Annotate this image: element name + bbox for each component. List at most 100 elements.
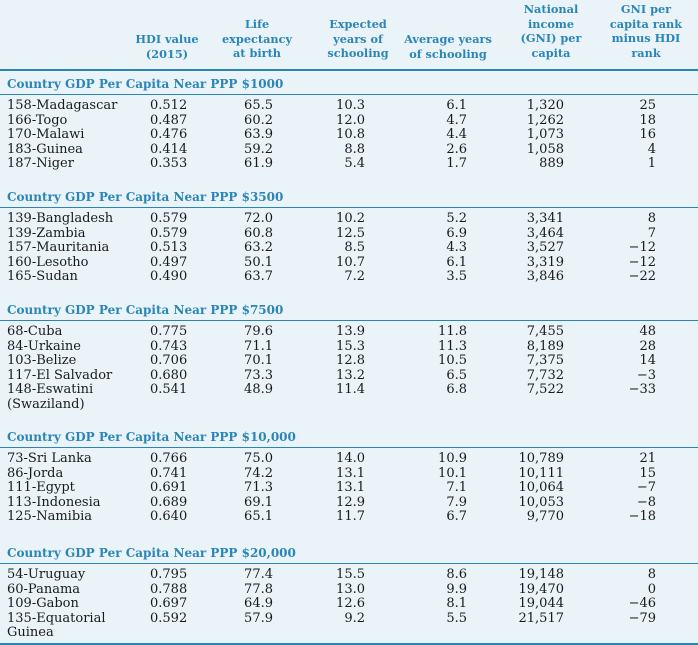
country-cell: 183-Guinea	[7, 141, 83, 157]
header-gni-rank-minus-hdi: GNI per capita rank minus HDI rank	[600, 2, 692, 60]
life-expectancy-cell: 50.1	[244, 254, 273, 270]
rank-difference-cell: 48	[639, 324, 656, 339]
section-title: Country GDP Per Capita Near PPP $3500	[7, 190, 284, 204]
country-cell: 166-Togo	[7, 112, 68, 128]
rank-difference-cell: 25	[639, 98, 656, 113]
gni-per-capita-cell: 3,319	[526, 254, 564, 270]
table-row: 166-Togo 0.487 60.2 12.0 4.7 1,262 18	[0, 112, 698, 129]
life-expectancy-cell: 71.1	[244, 338, 273, 354]
life-expectancy-cell: 61.9	[244, 156, 273, 171]
header-rank-line: rank	[631, 45, 661, 60]
average-schooling-cell: 8.6	[446, 567, 467, 582]
header-rank-line: GNI per	[620, 2, 672, 16]
table-row: 135-Equatorial 0.592 57.9 9.2 5.5 21,517 −79	[0, 610, 698, 627]
header-exp-line: years of	[333, 31, 383, 46]
header-hdi: HDI value (2015)	[122, 32, 212, 61]
hdi-value-cell: 0.512	[150, 98, 188, 113]
hdi-value-cell: 0.680	[150, 367, 188, 383]
rank-difference-cell: −22	[628, 269, 656, 284]
header-life-line: expectancy	[222, 31, 293, 46]
country-cell: 135-Equatorial	[7, 610, 106, 626]
life-expectancy-cell: 74.2	[244, 465, 273, 481]
hdi-value-cell: 0.691	[150, 480, 188, 495]
life-expectancy-cell: 69.1	[244, 494, 273, 510]
gni-per-capita-cell: 21,517	[518, 610, 565, 626]
life-expectancy-cell: 65.5	[244, 98, 273, 113]
rank-difference-cell: 28	[639, 338, 656, 354]
hdi-value-cell: 0.487	[150, 112, 188, 128]
average-schooling-cell: 6.1	[446, 98, 467, 113]
life-expectancy-cell: 63.9	[244, 127, 273, 142]
gni-per-capita-cell: 19,044	[518, 596, 565, 611]
table-row: 165-Sudan 0.490 63.7 7.2 3.5 3,846 −22	[0, 269, 698, 285]
gni-per-capita-cell: 1,058	[526, 141, 564, 157]
expected-schooling-cell: 7.2	[344, 269, 365, 284]
country-cell: 68-Cuba	[7, 324, 63, 339]
country-cell: 73-Sri Lanka	[7, 451, 92, 466]
section-title: Country GDP Per Capita Near PPP $20,000	[7, 546, 296, 560]
table-row: 60-Panama 0.788 77.8 13.0 9.9 19,470 0	[0, 581, 698, 598]
rank-difference-cell: −7	[636, 480, 656, 495]
rank-difference-cell: 15	[639, 465, 656, 481]
header-hdi-line: (2015)	[145, 46, 189, 61]
expected-schooling-cell: 10.8	[336, 127, 365, 142]
section-divider	[0, 320, 698, 322]
rank-difference-cell: −79	[628, 610, 656, 626]
life-expectancy-cell: 48.9	[244, 382, 273, 397]
table-row: 117-El Salvador 0.680 73.3 13.2 6.5 7,732 −3	[0, 367, 698, 384]
table-row: 111-Egypt 0.691 71.3 13.1 7.1 10,064 −7	[0, 480, 698, 496]
hdi-value-cell: 0.766	[150, 451, 188, 466]
rank-difference-cell: 18	[639, 112, 656, 128]
section-title: Country GDP Per Capita Near PPP $1000	[7, 77, 284, 91]
average-schooling-cell: 3.5	[446, 269, 467, 284]
country-cell: 113-Indonesia	[7, 494, 101, 510]
rank-difference-cell: 8	[647, 211, 656, 226]
table-row: 54-Uruguay 0.795 77.4 15.5 8.6 19,148 8	[0, 567, 698, 583]
country-cell: 109-Gabon	[7, 596, 79, 611]
rank-difference-cell: −12	[628, 240, 656, 255]
expected-schooling-cell: 13.1	[336, 480, 365, 495]
table-row: 187-Niger 0.353 61.9 5.4 1.7 889 1	[0, 156, 698, 172]
country-cell: 165-Sudan	[7, 269, 78, 284]
gni-per-capita-cell: 3,464	[526, 225, 564, 241]
country-cell: 84-Urkaine	[7, 338, 81, 354]
country-cell: 86-Jorda	[7, 465, 64, 481]
average-schooling-cell: 4.3	[446, 240, 467, 255]
gni-per-capita-cell: 7,732	[526, 367, 564, 383]
life-expectancy-cell: 59.2	[244, 141, 273, 157]
hdi-value-cell: 0.640	[150, 509, 188, 524]
rank-difference-cell: 7	[647, 225, 656, 241]
country-cell: 111-Egypt	[7, 480, 75, 495]
expected-schooling-cell: 12.0	[336, 112, 365, 128]
gni-per-capita-cell: 889	[539, 156, 564, 171]
hdi-value-cell: 0.414	[150, 141, 188, 157]
expected-schooling-cell: 13.2	[336, 367, 365, 383]
table-row: 109-Gabon 0.697 64.9 12.6 8.1 19,044 −46	[0, 596, 698, 612]
life-expectancy-cell: 63.7	[244, 269, 273, 284]
gni-per-capita-cell: 7,455	[526, 324, 564, 339]
life-expectancy-cell: 60.2	[244, 112, 273, 128]
life-expectancy-cell: 63.2	[244, 240, 273, 255]
rank-difference-cell: 1	[647, 156, 656, 171]
life-expectancy-cell: 57.9	[244, 610, 273, 626]
country-cell: 158-Madagascar	[7, 98, 118, 113]
table-row: 157-Mauritania 0.513 63.2 8.5 4.3 3,527 −12	[0, 240, 698, 256]
expected-schooling-cell: 12.6	[336, 596, 365, 611]
average-schooling-cell: 9.9	[446, 581, 467, 597]
header-exp-line: schooling	[327, 46, 389, 61]
header-average-schooling: Average years of schooling	[396, 32, 500, 61]
rank-difference-cell: −12	[628, 254, 656, 270]
header-avg-line: of schooling	[409, 46, 487, 61]
gni-per-capita-cell: 1,262	[526, 112, 564, 128]
average-schooling-cell: 6.9	[446, 225, 467, 241]
life-expectancy-cell: 60.8	[244, 225, 273, 241]
country-cell: 117-El Salvador	[7, 367, 113, 383]
rank-difference-cell: 4	[647, 141, 656, 157]
table-row: 68-Cuba 0.775 79.6 13.9 11.8 7,455 48	[0, 324, 698, 340]
expected-schooling-cell: 15.3	[336, 338, 365, 354]
header-hdi-line: HDI value	[135, 32, 199, 46]
gni-per-capita-cell: 8,189	[526, 338, 564, 354]
expected-schooling-cell: 8.8	[344, 141, 365, 157]
table-row: 113-Indonesia 0.689 69.1 12.9 7.9 10,053 −8	[0, 494, 698, 511]
life-expectancy-cell: 64.9	[244, 596, 273, 611]
